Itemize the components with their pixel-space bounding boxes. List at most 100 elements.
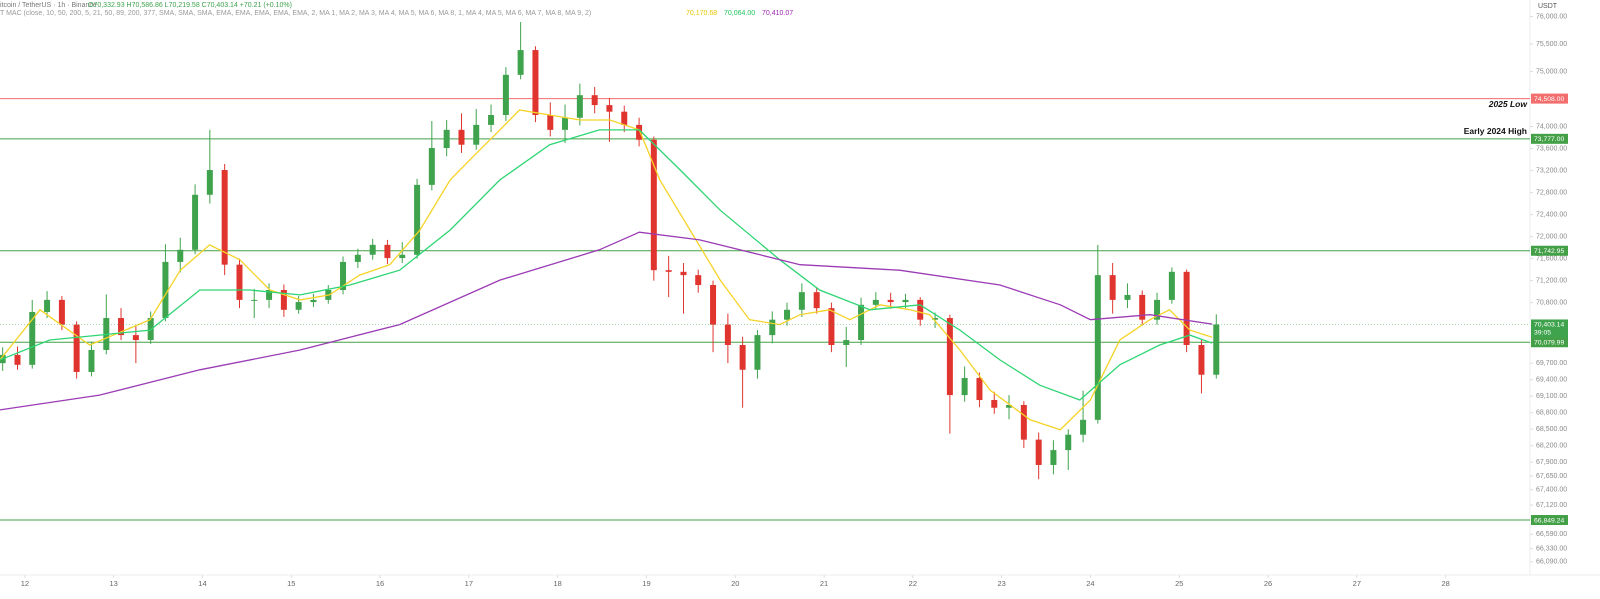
candle-body bbox=[606, 105, 613, 112]
candle-body bbox=[414, 184, 421, 255]
candle-body bbox=[946, 318, 953, 396]
candle-body bbox=[44, 299, 51, 312]
x-tick-label: 17 bbox=[465, 579, 473, 588]
candle-body bbox=[280, 289, 287, 310]
x-tick-label: 16 bbox=[376, 579, 384, 588]
candle-body bbox=[784, 309, 791, 320]
candle-body bbox=[517, 50, 524, 75]
candle-body bbox=[1050, 450, 1057, 465]
ma-line bbox=[0, 109, 1213, 431]
currency: USDT bbox=[1538, 3, 1558, 10]
candle-body bbox=[488, 115, 495, 125]
candle-body bbox=[88, 349, 95, 372]
y-tick-label: 70,800.00 bbox=[1536, 299, 1567, 306]
last-price-label: 70,403.14 bbox=[1534, 321, 1564, 328]
candle-body bbox=[236, 264, 243, 300]
candle-body bbox=[295, 302, 302, 310]
candle-body bbox=[458, 129, 465, 145]
candle-body bbox=[621, 111, 628, 125]
y-tick-label: 75,000.00 bbox=[1536, 68, 1567, 75]
y-tick-label: 72,000.00 bbox=[1536, 233, 1567, 240]
candle-body bbox=[1139, 294, 1146, 320]
candle-body bbox=[473, 124, 480, 145]
y-tick-label: 69,100.00 bbox=[1536, 393, 1567, 400]
level-label-box bbox=[1531, 133, 1568, 144]
level-label-box bbox=[1531, 515, 1568, 526]
candle-body bbox=[547, 115, 554, 130]
candle-body bbox=[769, 319, 776, 336]
candle-body bbox=[251, 299, 258, 301]
candle-body bbox=[680, 271, 687, 276]
y-tick-label: 71,200.00 bbox=[1536, 277, 1567, 284]
y-tick-label: 73,200.00 bbox=[1536, 167, 1567, 174]
y-tick-label: 71,600.00 bbox=[1536, 255, 1567, 262]
x-tick-label: 25 bbox=[1175, 579, 1183, 588]
candle-body bbox=[221, 170, 228, 265]
candle-body bbox=[724, 324, 731, 345]
candle-body bbox=[1035, 439, 1042, 465]
x-tick-label: 13 bbox=[109, 579, 117, 588]
candle-body bbox=[384, 244, 391, 259]
y-tick-label: 66,590.00 bbox=[1536, 531, 1567, 538]
candle-body bbox=[206, 170, 213, 195]
candle-body bbox=[739, 345, 746, 370]
candle-body bbox=[1020, 404, 1027, 440]
candle-body bbox=[132, 335, 139, 341]
x-tick-label: 28 bbox=[1441, 579, 1449, 588]
candle-body bbox=[1109, 275, 1116, 300]
y-tick-label: 72,800.00 bbox=[1536, 189, 1567, 196]
candle-body bbox=[369, 244, 376, 255]
candle-body bbox=[443, 129, 450, 149]
candle-body bbox=[798, 292, 805, 310]
ma-line bbox=[0, 231, 1213, 411]
candle-body bbox=[917, 299, 924, 320]
candle-body bbox=[192, 194, 199, 250]
candle-body bbox=[828, 308, 835, 345]
candle-body bbox=[532, 50, 539, 115]
indicator-title: T MAC (close, 10, 50, 200, 5, 21, 50, 89… bbox=[0, 10, 591, 17]
candle-body bbox=[1124, 294, 1131, 300]
level-label: 66,849.24 bbox=[1534, 517, 1564, 524]
candle-body bbox=[1198, 345, 1205, 375]
x-tick-label: 20 bbox=[731, 579, 739, 588]
y-tick-label: 69,700.00 bbox=[1536, 360, 1567, 367]
level-label-box bbox=[1531, 245, 1568, 256]
candle-body bbox=[650, 139, 657, 271]
level-annotation: 2025 Low bbox=[1488, 99, 1529, 109]
x-tick-label: 12 bbox=[21, 579, 29, 588]
candle-body bbox=[813, 292, 820, 309]
y-tick-label: 66,330.00 bbox=[1536, 545, 1567, 552]
y-tick-label: 75,500.00 bbox=[1536, 41, 1567, 48]
y-tick-label: 69,400.00 bbox=[1536, 377, 1567, 384]
y-tick-label: 74,000.00 bbox=[1536, 123, 1567, 130]
candle-body bbox=[1080, 419, 1087, 435]
level-label: 73,777.00 bbox=[1534, 136, 1564, 143]
candle-body bbox=[340, 261, 347, 290]
level-label: 71,742.95 bbox=[1534, 248, 1564, 255]
x-tick-label: 15 bbox=[287, 579, 295, 588]
y-tick-label: 67,400.00 bbox=[1536, 487, 1567, 494]
candle-body bbox=[1213, 324, 1220, 375]
y-tick-label: 68,200.00 bbox=[1536, 443, 1567, 450]
x-tick-label: 26 bbox=[1264, 579, 1272, 588]
y-tick-label: 72,400.00 bbox=[1536, 211, 1567, 218]
candle-body bbox=[858, 304, 865, 341]
symbol-title: itcoin / TetherUS · 1h · Binance bbox=[0, 2, 97, 9]
y-tick-label: 68,500.00 bbox=[1536, 426, 1567, 433]
ohlc-readout: O70,332.93 H70,586.86 L70,219.58 C70,403… bbox=[88, 2, 292, 9]
y-tick-label: 76,000.00 bbox=[1536, 13, 1567, 20]
x-tick-label: 22 bbox=[909, 579, 917, 588]
candle-body bbox=[73, 324, 80, 372]
candle-body bbox=[502, 74, 509, 115]
x-tick-label: 27 bbox=[1353, 579, 1361, 588]
level-label-box bbox=[1531, 93, 1568, 104]
level-label: 74,508.00 bbox=[1534, 96, 1564, 103]
x-tick-label: 23 bbox=[997, 579, 1005, 588]
candle-body bbox=[754, 335, 761, 370]
y-tick-label: 67,120.00 bbox=[1536, 502, 1567, 509]
ma-line bbox=[0, 129, 1213, 401]
candle-body bbox=[843, 340, 850, 345]
candle-body bbox=[887, 299, 894, 303]
x-tick-label: 19 bbox=[642, 579, 650, 588]
